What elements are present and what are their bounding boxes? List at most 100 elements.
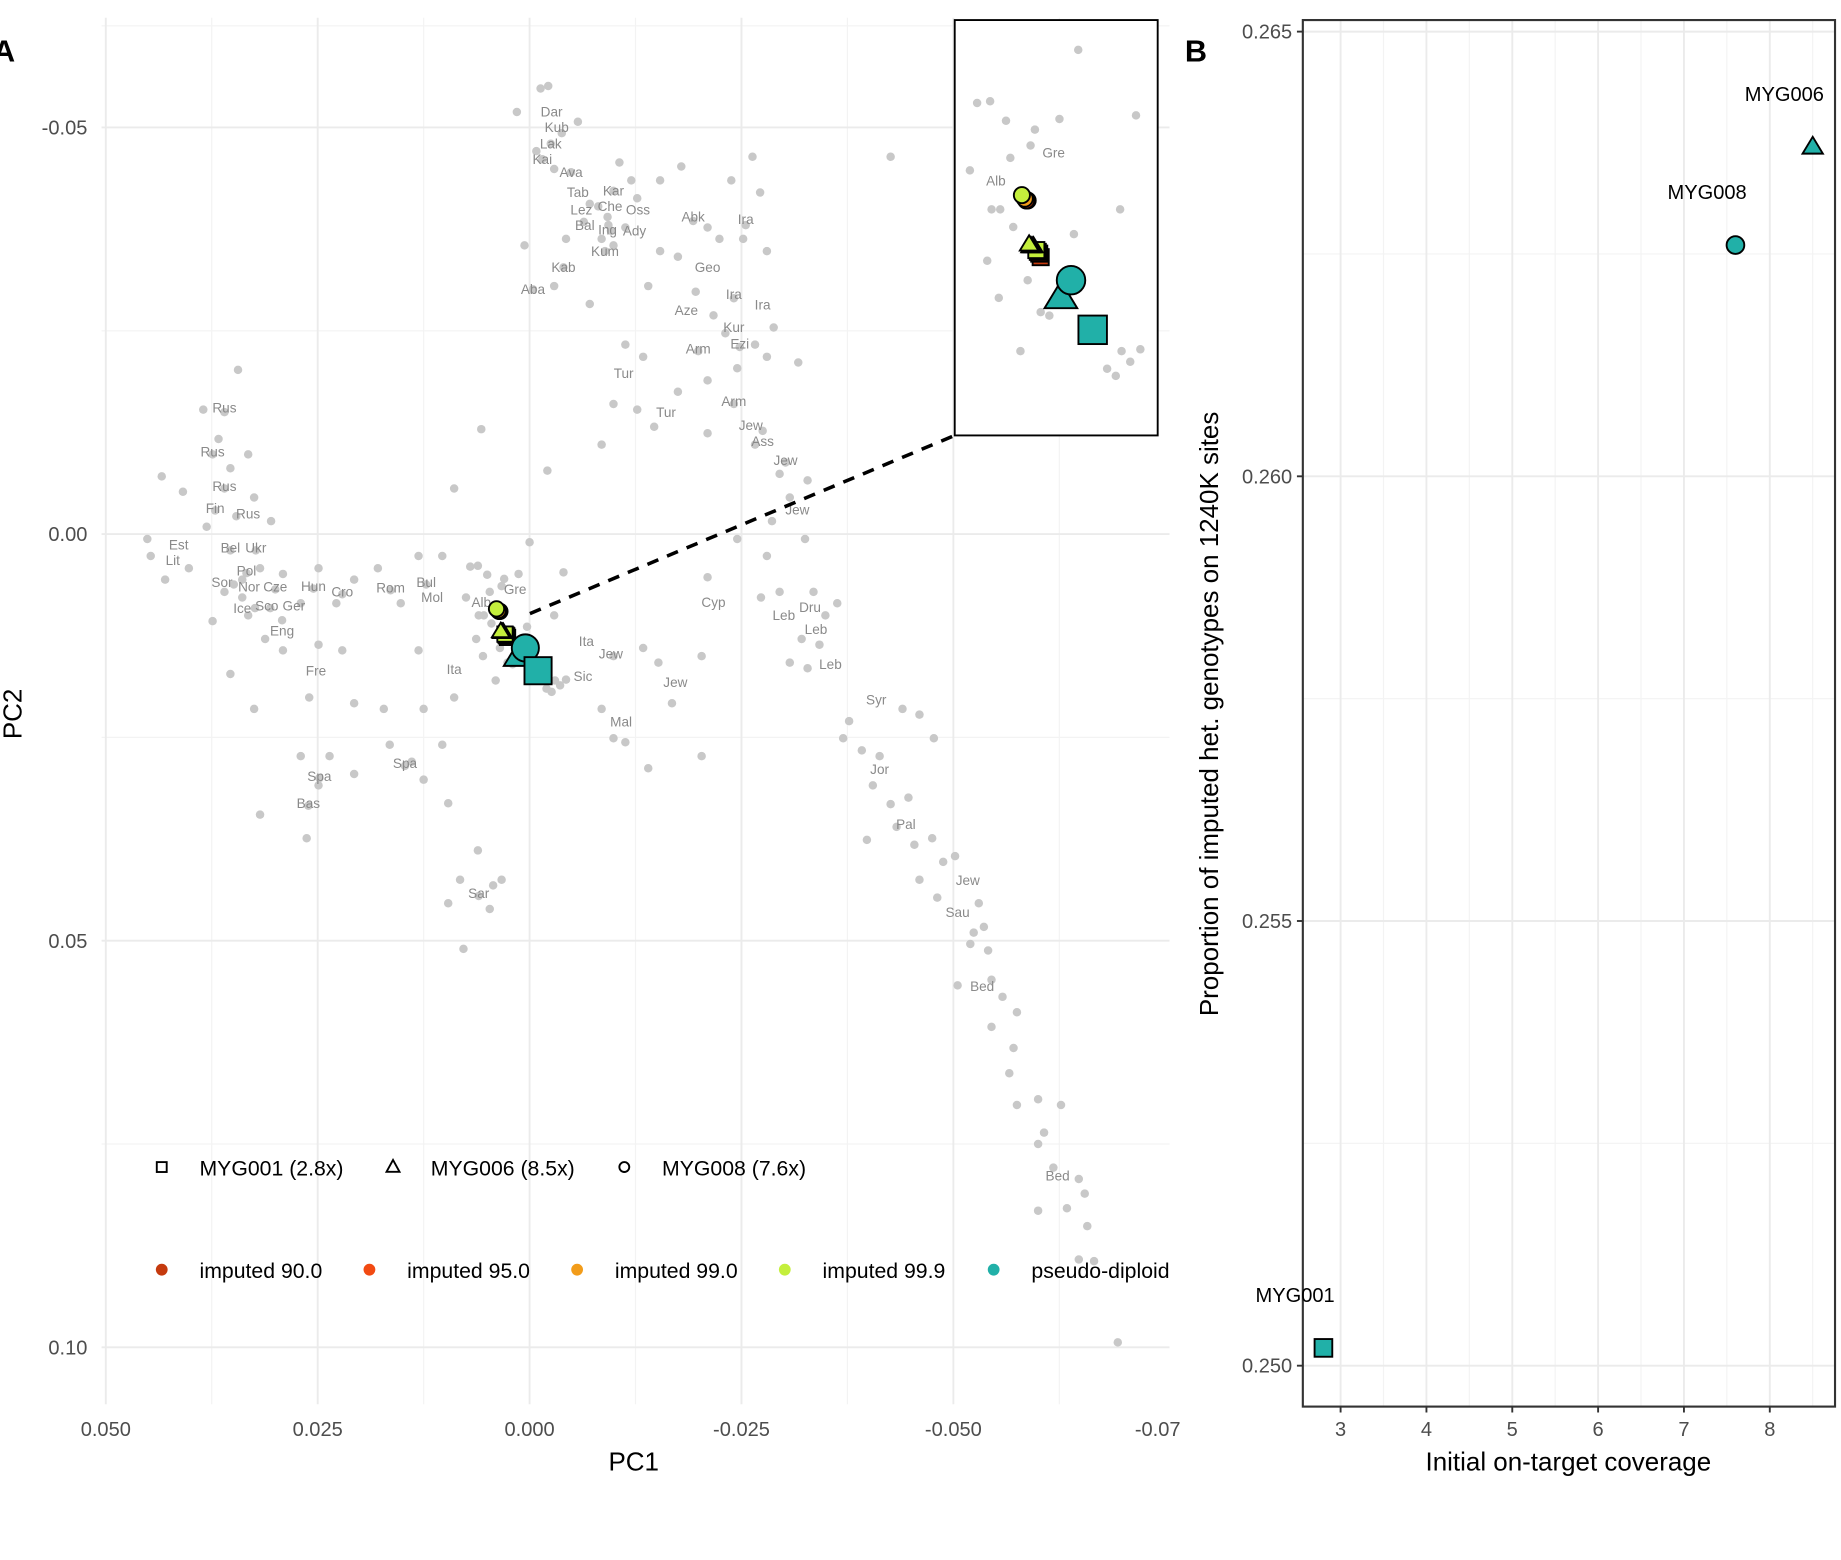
legend-color-swatch: [987, 1263, 1000, 1276]
population-label: Kum: [591, 244, 619, 259]
population-label: Rus: [236, 506, 260, 521]
population-label: Sic: [574, 669, 593, 684]
sample-marker-myg008: [1055, 265, 1087, 296]
reference-point: [1030, 125, 1040, 134]
y-tick-label: 0.255: [1242, 911, 1292, 933]
reference-point: [750, 440, 760, 449]
reference-point: [803, 664, 812, 673]
reference-point: [1055, 114, 1064, 124]
reference-point: [927, 833, 937, 843]
reference-point: [349, 769, 359, 779]
reference-point: [982, 256, 992, 265]
reference-point: [929, 733, 939, 743]
population-label: Ice: [233, 601, 251, 616]
reference-point: [800, 534, 810, 544]
population-label: Jew: [599, 646, 623, 661]
x-tick-label: 0.000: [504, 1419, 554, 1441]
population-label: Pal: [896, 817, 916, 832]
reference-point: [579, 217, 589, 227]
legend-color-label: imputed 95.0: [407, 1259, 530, 1283]
reference-point: [621, 340, 630, 349]
reference-point: [1111, 371, 1121, 381]
reference-point: [473, 846, 483, 855]
population-label: Mol: [421, 590, 443, 605]
population-label: Ady: [623, 223, 647, 238]
population-label: Ira: [755, 297, 771, 312]
reference-point: [214, 434, 223, 444]
reference-point: [785, 493, 795, 502]
y-axis-title: PC2: [0, 689, 27, 740]
reference-point: [915, 710, 924, 719]
x-axis-title: Initial on-target coverage: [1426, 1446, 1712, 1476]
reference-point: [1033, 1139, 1043, 1149]
reference-point: [549, 611, 559, 620]
population-label: Arm: [686, 341, 711, 356]
reference-point: [487, 619, 496, 628]
reference-point: [208, 450, 217, 459]
x-tick-label: 3: [1335, 1419, 1346, 1441]
reference-point: [1083, 1221, 1092, 1231]
reference-point: [987, 205, 996, 214]
reference-point: [332, 598, 341, 608]
reference-point: [667, 698, 677, 708]
reference-point: [208, 616, 217, 626]
legend-circle-icon: [618, 1161, 631, 1173]
reference-point: [1049, 1163, 1058, 1172]
x-tick-label: 0.050: [81, 1419, 131, 1441]
reference-point: [781, 458, 790, 467]
population-label: Ita: [579, 634, 595, 649]
reference-point: [886, 799, 895, 809]
reference-point: [809, 587, 818, 597]
reference-point: [621, 738, 630, 747]
reference-point: [512, 107, 522, 117]
inset-background: [954, 20, 1158, 436]
population-label: Ezi: [730, 337, 749, 352]
reference-point: [1039, 1128, 1049, 1137]
population-label: Leb: [773, 608, 796, 623]
population-label: Oss: [626, 202, 650, 217]
population-label: Kab: [551, 260, 575, 275]
y-tick-label: 0.265: [1242, 22, 1292, 44]
y-axis-title: Proportion of imputed het. genotypes on …: [1194, 412, 1224, 1017]
reference-point: [638, 352, 648, 362]
reference-point: [1033, 1206, 1043, 1215]
population-label: Geo: [695, 260, 721, 275]
population-label: Jew: [663, 675, 687, 690]
reference-point: [255, 810, 265, 819]
population-label: Jew: [773, 453, 797, 468]
population-label: Kar: [603, 184, 625, 199]
population-label: Bel: [221, 541, 241, 556]
inset-zoom: Gre Alb: [953, 19, 1159, 437]
reference-point: [277, 616, 287, 625]
reference-point: [514, 569, 523, 579]
population-label: Tur: [656, 405, 676, 420]
legend-color-swatch: [155, 1263, 168, 1276]
reference-point: [485, 904, 494, 914]
reference-point: [703, 572, 712, 582]
reference-point: [485, 587, 494, 597]
population-label: Lit: [166, 553, 181, 568]
reference-point: [466, 562, 475, 571]
inset-border: [953, 19, 1159, 437]
population-label: Nor: [238, 580, 260, 595]
reference-point: [1012, 1008, 1022, 1017]
reference-point: [775, 469, 784, 479]
reference-point: [933, 893, 942, 902]
population-label: Ava: [560, 165, 584, 180]
reference-point: [1056, 1100, 1066, 1110]
reference-point: [220, 484, 229, 493]
population-label: Rus: [212, 401, 236, 416]
reference-point: [938, 857, 948, 867]
population-label: Alb: [986, 174, 1006, 189]
data-point-label: MYG006: [1745, 84, 1824, 106]
data-point-label: MYG001: [1256, 1285, 1335, 1307]
reference-point: [597, 704, 606, 714]
reference-point: [157, 472, 166, 481]
reference-point: [396, 598, 405, 608]
reference-point: [471, 634, 481, 644]
reference-point: [603, 212, 612, 222]
reference-point: [794, 358, 803, 367]
reference-point: [585, 299, 595, 309]
reference-point: [238, 593, 247, 602]
